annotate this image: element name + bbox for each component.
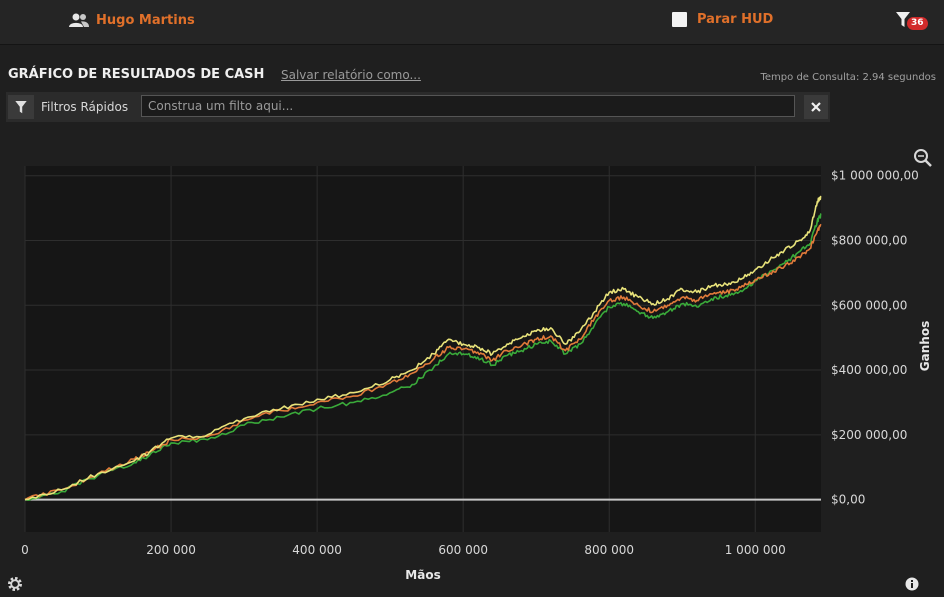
user-menu[interactable]: Hugo Martins (68, 12, 195, 28)
y-tick-label: $0,00 (831, 493, 865, 507)
clear-filter-button[interactable] (804, 95, 828, 119)
x-axis-ticks: 0 200 000 400 000 600 000 800 000 1 000 000 (21, 543, 786, 557)
y-axis-label: Ganhos (918, 321, 932, 371)
chart-series (24, 195, 822, 502)
users-icon (69, 13, 89, 27)
close-icon (811, 102, 821, 112)
x-tick-label: 200 000 (146, 543, 196, 557)
filter-icon (896, 12, 910, 27)
stop-hud-label: Parar HUD (697, 12, 774, 27)
series-line (24, 195, 822, 501)
series-line (24, 213, 822, 502)
y-tick-label: $600 000,00 (831, 298, 907, 312)
page-title: GRÁFICO DE RESULTADOS DE CASH (8, 67, 265, 82)
y-tick-label: $800 000,00 (831, 233, 907, 247)
filter-count-badge: 36 (907, 17, 928, 30)
gear-icon (8, 577, 22, 591)
info-button[interactable] (905, 576, 919, 595)
checkbox-icon[interactable] (672, 12, 687, 27)
filter-icon (15, 100, 27, 113)
y-tick-label: $200 000,00 (831, 428, 907, 442)
series-line (24, 223, 822, 501)
zoom-icon (914, 149, 932, 167)
stop-hud-toggle[interactable]: Parar HUD (672, 12, 773, 27)
filter-input[interactable] (141, 95, 795, 117)
info-icon (905, 577, 919, 591)
quick-filter-bar: Filtros Rápidos (6, 92, 830, 122)
quick-filter-label: Filtros Rápidos (41, 100, 129, 114)
query-time: Tempo de Consulta: 2.94 segundos (760, 72, 937, 83)
x-tick-label: 0 (21, 543, 29, 557)
x-tick-label: 800 000 (584, 543, 634, 557)
x-tick-label: 1 000 000 (725, 543, 786, 557)
y-tick-label: $400 000,00 (831, 363, 907, 377)
plot-area (25, 166, 821, 532)
filter-menu-button[interactable]: 36 (894, 10, 930, 34)
quick-filter-button[interactable] (8, 95, 34, 119)
x-tick-label: 600 000 (438, 543, 488, 557)
y-axis-ticks: $0,00 $200 000,00 $400 000,00 $600 000,00 $8… (831, 169, 919, 507)
results-chart: 0 200 000 400 000 600 000 800 000 1 000 000 $… (21, 166, 932, 582)
x-axis-label: Mãos (405, 568, 440, 582)
chart-gridlines (24, 166, 821, 532)
zoom-button[interactable] (913, 148, 933, 172)
settings-button[interactable] (6, 575, 24, 597)
y-tick-label: $1 000 000,00 (831, 169, 919, 183)
user-name: Hugo Martins (96, 12, 195, 28)
x-tick-label: 400 000 (292, 543, 342, 557)
top-bar: Hugo Martins Parar HUD 36 (0, 0, 944, 45)
save-report-link[interactable]: Salvar relatório como... (281, 68, 421, 82)
